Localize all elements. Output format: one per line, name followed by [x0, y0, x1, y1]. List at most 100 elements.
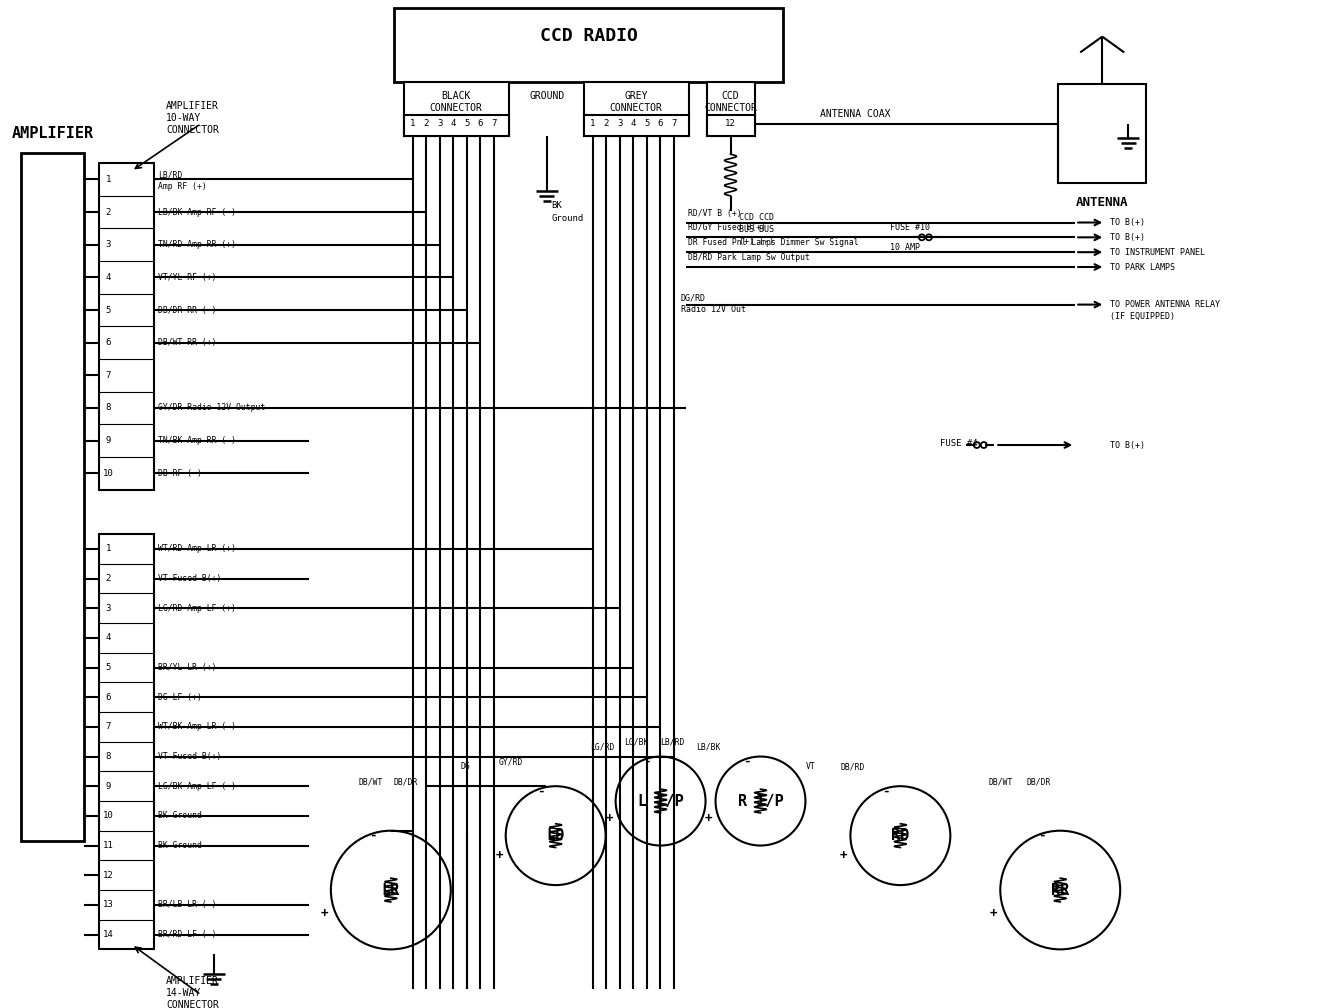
Text: DG LF (+): DG LF (+): [159, 692, 202, 702]
Text: L I/P: L I/P: [638, 793, 683, 808]
Text: 12: 12: [102, 871, 113, 880]
Text: +: +: [840, 849, 848, 862]
Text: TO POWER ANTENNA RELAY: TO POWER ANTENNA RELAY: [1110, 300, 1220, 309]
Text: 5: 5: [464, 119, 469, 128]
Text: DB/WT RR (+): DB/WT RR (+): [159, 338, 216, 347]
Text: CONNECTOR: CONNECTOR: [167, 125, 219, 134]
Text: RD: RD: [891, 829, 910, 843]
Text: TO B(+): TO B(+): [1110, 218, 1145, 227]
Bar: [583, 82, 688, 136]
Text: LD: LD: [547, 829, 564, 843]
Text: CCD CCD: CCD CCD: [738, 213, 774, 222]
Text: -: -: [644, 755, 650, 767]
Text: 2: 2: [105, 574, 110, 583]
Text: CONNECTOR: CONNECTOR: [430, 103, 482, 113]
Text: +: +: [320, 907, 328, 920]
Text: LG/RD: LG/RD: [590, 743, 614, 752]
Text: BK Ground: BK Ground: [159, 811, 202, 821]
Text: 6: 6: [105, 692, 110, 702]
Text: VT Fused B(+): VT Fused B(+): [159, 752, 222, 761]
Text: Ground: Ground: [551, 214, 583, 223]
Text: 11: 11: [102, 841, 113, 850]
Text: 2: 2: [105, 208, 110, 217]
Text: Amp RF (+): Amp RF (+): [159, 181, 207, 191]
Bar: [99, 534, 155, 950]
Bar: [22, 153, 85, 841]
Text: BUS BUS: BUS BUS: [738, 225, 774, 234]
Text: RD/VT B (+): RD/VT B (+): [688, 209, 741, 218]
Text: 7: 7: [491, 119, 496, 128]
Text: 3: 3: [105, 604, 110, 613]
Text: DB/WT: DB/WT: [359, 777, 383, 786]
Text: DB RF (-): DB RF (-): [159, 469, 202, 478]
Text: 4: 4: [105, 633, 110, 642]
Text: DG: DG: [461, 762, 470, 771]
Text: 7: 7: [105, 371, 110, 380]
Text: DB/RD: DB/RD: [840, 762, 864, 771]
Text: AMPLIFIER: AMPLIFIER: [12, 126, 94, 141]
Bar: [707, 115, 754, 136]
Text: TO B(+): TO B(+): [1110, 233, 1145, 242]
Text: BLACK: BLACK: [442, 91, 470, 101]
Text: RD/GY Fused B(+): RD/GY Fused B(+): [688, 224, 766, 233]
Text: 6: 6: [477, 119, 482, 128]
Text: LB/BK Amp RF (-): LB/BK Amp RF (-): [159, 208, 237, 217]
Text: BK: BK: [551, 202, 562, 211]
Text: 7: 7: [105, 723, 110, 732]
Bar: [99, 163, 155, 490]
Text: GROUND: GROUND: [530, 91, 564, 101]
Text: 6: 6: [657, 119, 663, 128]
Text: DB/DR RR (-): DB/DR RR (-): [159, 305, 216, 314]
Text: 2: 2: [603, 119, 609, 128]
Bar: [707, 82, 754, 136]
Text: (+) (-): (+) (-): [738, 237, 774, 246]
Text: VT Fused B(+): VT Fused B(+): [159, 574, 222, 583]
Text: (IF EQUIPPED): (IF EQUIPPED): [1110, 311, 1175, 321]
Text: 14: 14: [102, 930, 113, 939]
Text: LB/RD: LB/RD: [660, 738, 684, 747]
Text: 12: 12: [726, 119, 737, 128]
Text: AMPLIFIER: AMPLIFIER: [167, 101, 219, 111]
Text: GY/RD: GY/RD: [499, 757, 523, 766]
Text: -: -: [1039, 829, 1046, 842]
Text: DR Fused Pnl Lamps Dimmer Sw Signal: DR Fused Pnl Lamps Dimmer Sw Signal: [688, 238, 859, 247]
Text: BR/LB LR (-): BR/LB LR (-): [159, 900, 216, 909]
Bar: [1058, 84, 1146, 182]
Text: 4: 4: [105, 273, 110, 282]
Text: LB/BK: LB/BK: [696, 743, 720, 752]
Text: TN/RD Amp RR (+): TN/RD Amp RR (+): [159, 240, 237, 249]
Text: LG/BK Amp LF (-): LG/BK Amp LF (-): [159, 781, 237, 790]
Text: +: +: [706, 812, 712, 826]
Text: -: -: [538, 784, 544, 797]
Text: WT/BK Amp LR (-): WT/BK Amp LR (-): [159, 723, 237, 732]
Text: 3: 3: [437, 119, 442, 128]
Text: 10: 10: [102, 469, 113, 478]
Text: LG/RD Amp LF (+): LG/RD Amp LF (+): [159, 604, 237, 613]
Text: 10-WAY: 10-WAY: [167, 113, 202, 123]
Text: TO INSTRUMENT PANEL: TO INSTRUMENT PANEL: [1110, 248, 1206, 257]
Text: CONNECTOR: CONNECTOR: [167, 1000, 219, 1008]
Text: DB/DR: DB/DR: [394, 777, 418, 786]
Text: BR/YL LR (+): BR/YL LR (+): [159, 663, 216, 672]
Text: TN/BK Amp RR (-): TN/BK Amp RR (-): [159, 436, 237, 446]
Text: RR: RR: [1051, 883, 1070, 897]
Text: FUSE #10: FUSE #10: [890, 223, 930, 232]
Text: 10 AMP: 10 AMP: [890, 243, 921, 252]
Text: R I/P: R I/P: [738, 793, 784, 808]
Text: DB/DR: DB/DR: [1025, 777, 1051, 786]
Text: GY/DR Radio 12V Output: GY/DR Radio 12V Output: [159, 403, 265, 412]
Text: 13: 13: [102, 900, 113, 909]
Text: LG/BK: LG/BK: [625, 738, 649, 747]
Text: ANTENNA COAX: ANTENNA COAX: [820, 109, 891, 119]
Text: 5: 5: [105, 663, 110, 672]
Text: LB/RD: LB/RD: [159, 170, 183, 179]
Text: 5: 5: [644, 119, 649, 128]
Text: 1: 1: [590, 119, 595, 128]
Text: 2: 2: [423, 119, 429, 128]
Bar: [403, 115, 509, 136]
Text: 10: 10: [102, 811, 113, 821]
Text: BK Ground: BK Ground: [159, 841, 202, 850]
Text: 8: 8: [105, 752, 110, 761]
Text: CCD RADIO: CCD RADIO: [540, 26, 637, 44]
Text: 4: 4: [630, 119, 636, 128]
